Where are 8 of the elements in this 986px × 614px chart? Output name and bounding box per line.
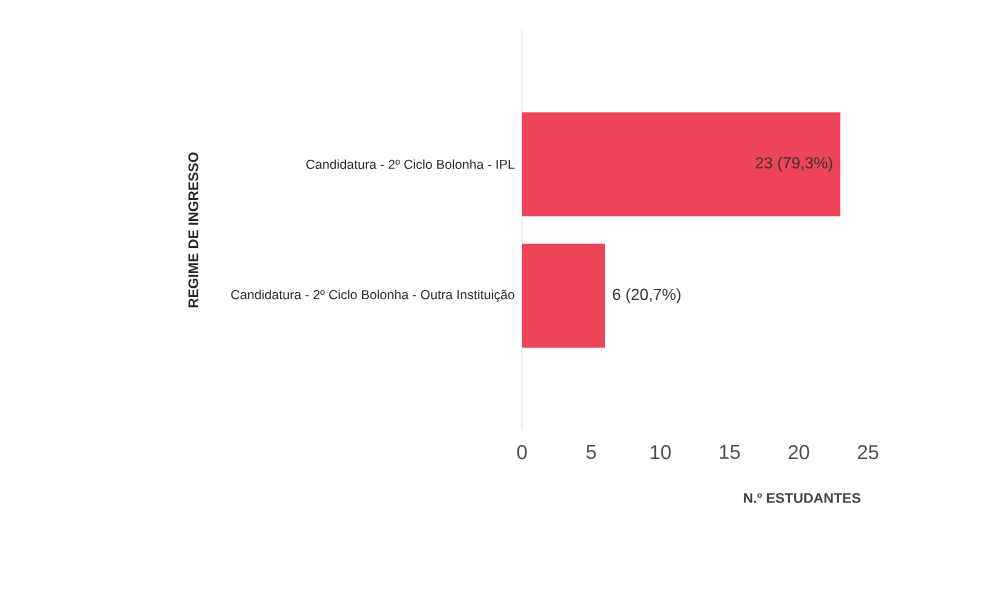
x-tick-label: 0 <box>517 445 527 460</box>
x-tick-label: 10 <box>650 445 671 460</box>
x-tick-label: 15 <box>720 445 740 459</box>
x-tick-label: 5 <box>586 445 596 459</box>
x-tick-label: 25 <box>857 445 879 460</box>
x-tick-label: 20 <box>788 445 810 460</box>
data-label: 6 (20,7%) <box>612 288 681 304</box>
data-label: 23 (79,3%) <box>755 156 833 172</box>
